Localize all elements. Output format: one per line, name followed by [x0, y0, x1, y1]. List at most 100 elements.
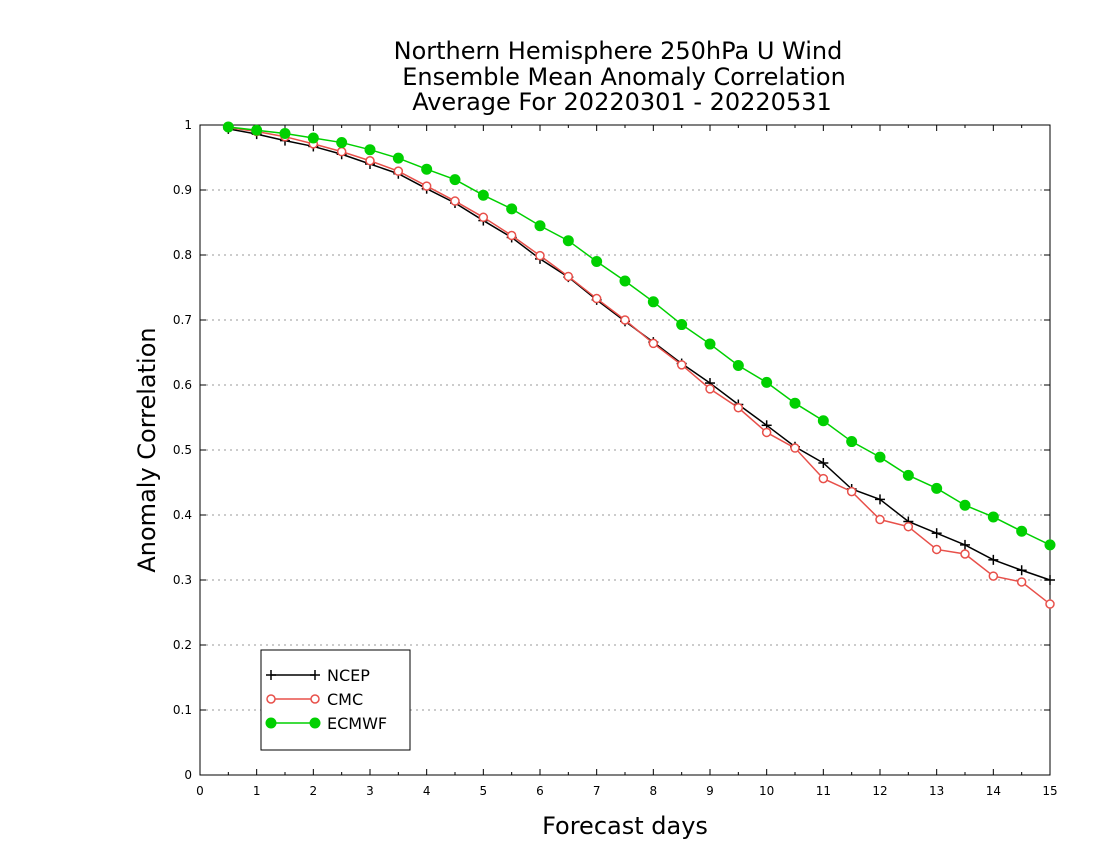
legend-marker	[266, 670, 276, 680]
legend-marker	[310, 694, 320, 704]
data-point-ecmwf	[222, 121, 234, 133]
data-point-ecmwf	[336, 137, 348, 149]
y-tick-label: 0.5	[173, 443, 192, 457]
data-point-ecmwf	[789, 397, 801, 409]
data-point-ecmwf	[619, 275, 631, 287]
data-point-ecmwf	[987, 511, 999, 523]
data-point-cmc	[903, 521, 914, 532]
data-point-cmc	[676, 360, 687, 370]
x-axis-label: Forecast days	[542, 812, 708, 840]
title-line-3: Average For 20220301 - 20220531	[412, 88, 832, 116]
legend-marker	[309, 717, 321, 729]
series-layer	[222, 121, 1056, 609]
data-point-ecmwf	[647, 296, 659, 308]
x-tick-label: 14	[986, 784, 1001, 798]
legend-item-ncep: NCEP	[266, 666, 370, 685]
data-point-ecmwf	[534, 220, 546, 232]
y-tick-label: 0.4	[173, 508, 192, 522]
x-tick-label: 6	[536, 784, 544, 798]
data-point-cmc	[393, 166, 404, 176]
data-point-ecmwf	[732, 360, 744, 371]
legend-marker	[266, 694, 276, 704]
data-point-ecmwf	[874, 451, 886, 463]
title-line-2: Ensemble Mean Anomaly Correlation	[402, 63, 846, 91]
gridlines	[200, 124, 1050, 711]
legend-item-ecmwf: ECMWF	[265, 714, 387, 733]
legend-label: ECMWF	[327, 714, 387, 733]
y-tick-label: 0.1	[173, 703, 192, 717]
data-point-cmc	[365, 156, 375, 166]
y-tick-label: 0.3	[173, 573, 192, 587]
x-tick-label: 15	[1042, 784, 1057, 798]
data-point-ecmwf	[364, 144, 376, 156]
data-point-cmc	[563, 271, 574, 282]
data-point-ncep	[960, 539, 970, 550]
x-tick-label: 0	[196, 784, 204, 798]
axis-ticks: 00.10.20.30.40.50.60.70.80.910 1 2 3 4 5 6 7 8 9 1…	[173, 118, 1058, 798]
y-tick-label: 0.7	[173, 313, 192, 327]
y-tick-label: 0	[184, 768, 192, 782]
chart-title: Northern Hemisphere 250hPa U Wind Ensemb…	[394, 37, 846, 116]
data-point-cmc	[960, 549, 970, 559]
data-point-ecmwf	[1016, 525, 1028, 537]
data-point-cmc	[535, 250, 545, 261]
data-point-cmc	[478, 212, 489, 223]
data-point-ecmwf	[449, 174, 461, 186]
series-ncep	[223, 123, 1055, 585]
y-tick-label: 0.8	[173, 248, 192, 262]
data-point-cmc	[988, 571, 999, 581]
data-point-ecmwf	[931, 482, 943, 494]
series-cmc	[223, 122, 1055, 609]
data-point-ncep	[1016, 565, 1027, 576]
series-ecmwf	[222, 121, 1056, 551]
data-point-cmc	[733, 403, 744, 413]
y-tick-label: 1	[184, 118, 192, 132]
data-point-ecmwf	[307, 132, 319, 144]
x-tick-label: 4	[423, 784, 431, 798]
data-point-ecmwf	[506, 203, 518, 215]
data-point-cmc	[931, 544, 942, 555]
data-point-cmc	[761, 427, 772, 438]
data-point-ecmwf	[676, 319, 688, 331]
data-point-cmc	[591, 293, 602, 304]
data-point-ecmwf	[704, 338, 716, 350]
series-line-ncep	[228, 128, 1051, 581]
y-tick-label: 0.9	[173, 183, 192, 197]
data-point-ecmwf	[959, 499, 971, 511]
data-point-cmc	[818, 473, 829, 484]
title-line-1: Northern Hemisphere 250hPa U Wind	[394, 37, 843, 65]
data-point-cmc	[506, 230, 517, 241]
data-point-cmc	[421, 181, 432, 191]
data-point-ecmwf	[761, 376, 773, 388]
data-point-ncep	[988, 554, 999, 565]
data-point-ncep	[931, 528, 942, 539]
legend-label: NCEP	[327, 666, 370, 685]
legend-box	[260, 649, 411, 751]
data-point-ecmwf	[279, 127, 291, 139]
data-point-ecmwf	[392, 152, 404, 164]
data-point-cmc	[1045, 599, 1055, 609]
y-tick-label: 0.2	[173, 638, 192, 652]
legend-label: CMC	[327, 690, 363, 709]
y-tick-label: 0.6	[173, 378, 192, 392]
series-line-cmc	[228, 126, 1051, 605]
x-tick-label: 5	[480, 784, 488, 798]
data-point-cmc	[705, 384, 715, 394]
x-tick-label: 8	[650, 784, 658, 798]
data-point-cmc	[1016, 577, 1027, 587]
data-point-cmc	[648, 338, 659, 349]
data-point-ecmwf	[251, 124, 263, 136]
legend-marker	[310, 670, 320, 680]
data-point-cmc	[450, 196, 460, 206]
data-point-ecmwf	[1044, 539, 1056, 551]
data-point-cmc	[846, 486, 857, 497]
data-point-ecmwf	[846, 436, 858, 448]
data-point-cmc	[790, 443, 800, 453]
x-tick-label: 13	[929, 784, 944, 798]
data-point-ncep	[875, 494, 885, 505]
y-axis-label: Anomaly Correlation	[133, 327, 161, 572]
data-point-cmc	[336, 146, 347, 157]
x-tick-label: 7	[593, 784, 601, 798]
legend: NCEP CMC ECMWF	[260, 649, 411, 751]
